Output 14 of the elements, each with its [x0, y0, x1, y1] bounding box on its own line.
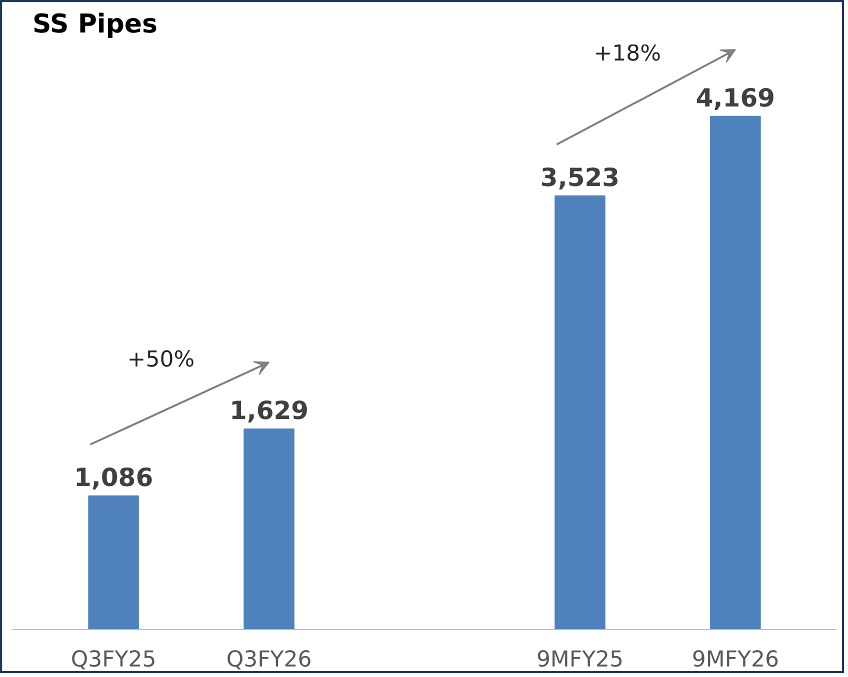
x-tick-label: Q3FY25 [70, 648, 156, 672]
x-tick-label: 9MFY25 [536, 648, 624, 672]
bar [710, 116, 761, 630]
data-label: 4,169 [696, 83, 775, 112]
bar [554, 195, 606, 630]
data-label: 1,086 [74, 462, 154, 492]
x-tick-label: Q3FY26 [226, 648, 312, 672]
data-label: 3,523 [540, 162, 620, 192]
chart-title: SS Pipes [32, 10, 158, 40]
bar [244, 428, 294, 630]
bar [88, 495, 139, 630]
annotation: +50% [127, 348, 195, 373]
x-tick-label: 9MFY26 [692, 648, 779, 672]
data-label: 1,629 [229, 396, 309, 425]
